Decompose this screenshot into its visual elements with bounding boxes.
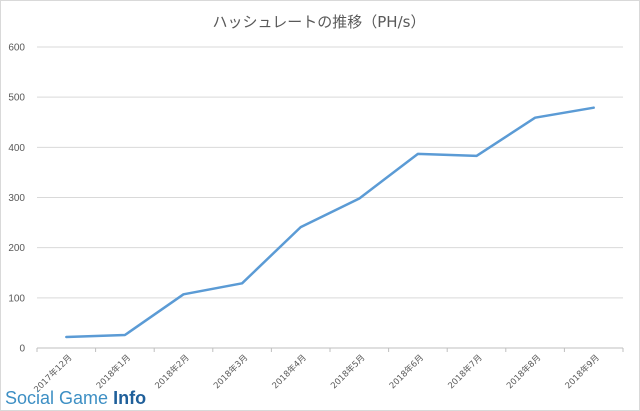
y-tick-label: 200: [8, 243, 25, 254]
watermark-social: Social: [5, 388, 55, 408]
x-tick-label: 2018年4月: [270, 352, 309, 391]
y-tick-label: 0: [19, 344, 25, 355]
y-tick-label: 300: [8, 193, 25, 204]
watermark-info: Info: [113, 388, 147, 408]
y-tick-label: 400: [8, 143, 25, 154]
y-axis-ticks: 0 100 200 300 400 500 600: [8, 43, 25, 355]
y-tick-label: 500: [8, 93, 25, 104]
y-tick-label: 100: [8, 293, 25, 304]
x-tick-label: 2018年6月: [387, 352, 426, 391]
series-layer: [65, 106, 595, 339]
x-tick-label: 2018年9月: [563, 352, 602, 391]
watermark-game: Game: [59, 388, 109, 408]
x-tick-label: 2018年5月: [328, 352, 367, 391]
chart-title: ハッシュレートの推移（PH/s）: [213, 13, 426, 31]
x-tick-label: 2018年2月: [153, 352, 192, 391]
x-tick-label: 2018年8月: [504, 352, 543, 391]
series-line: [65, 106, 595, 339]
x-tick-label: 2018年3月: [211, 352, 250, 391]
watermark-logo: Social Game Info: [5, 387, 165, 409]
x-tick-label: 2018年7月: [446, 352, 485, 391]
grid-lines: [36, 46, 624, 352]
x-tick-label: 2018年1月: [94, 352, 133, 391]
y-tick-label: 600: [8, 43, 25, 54]
